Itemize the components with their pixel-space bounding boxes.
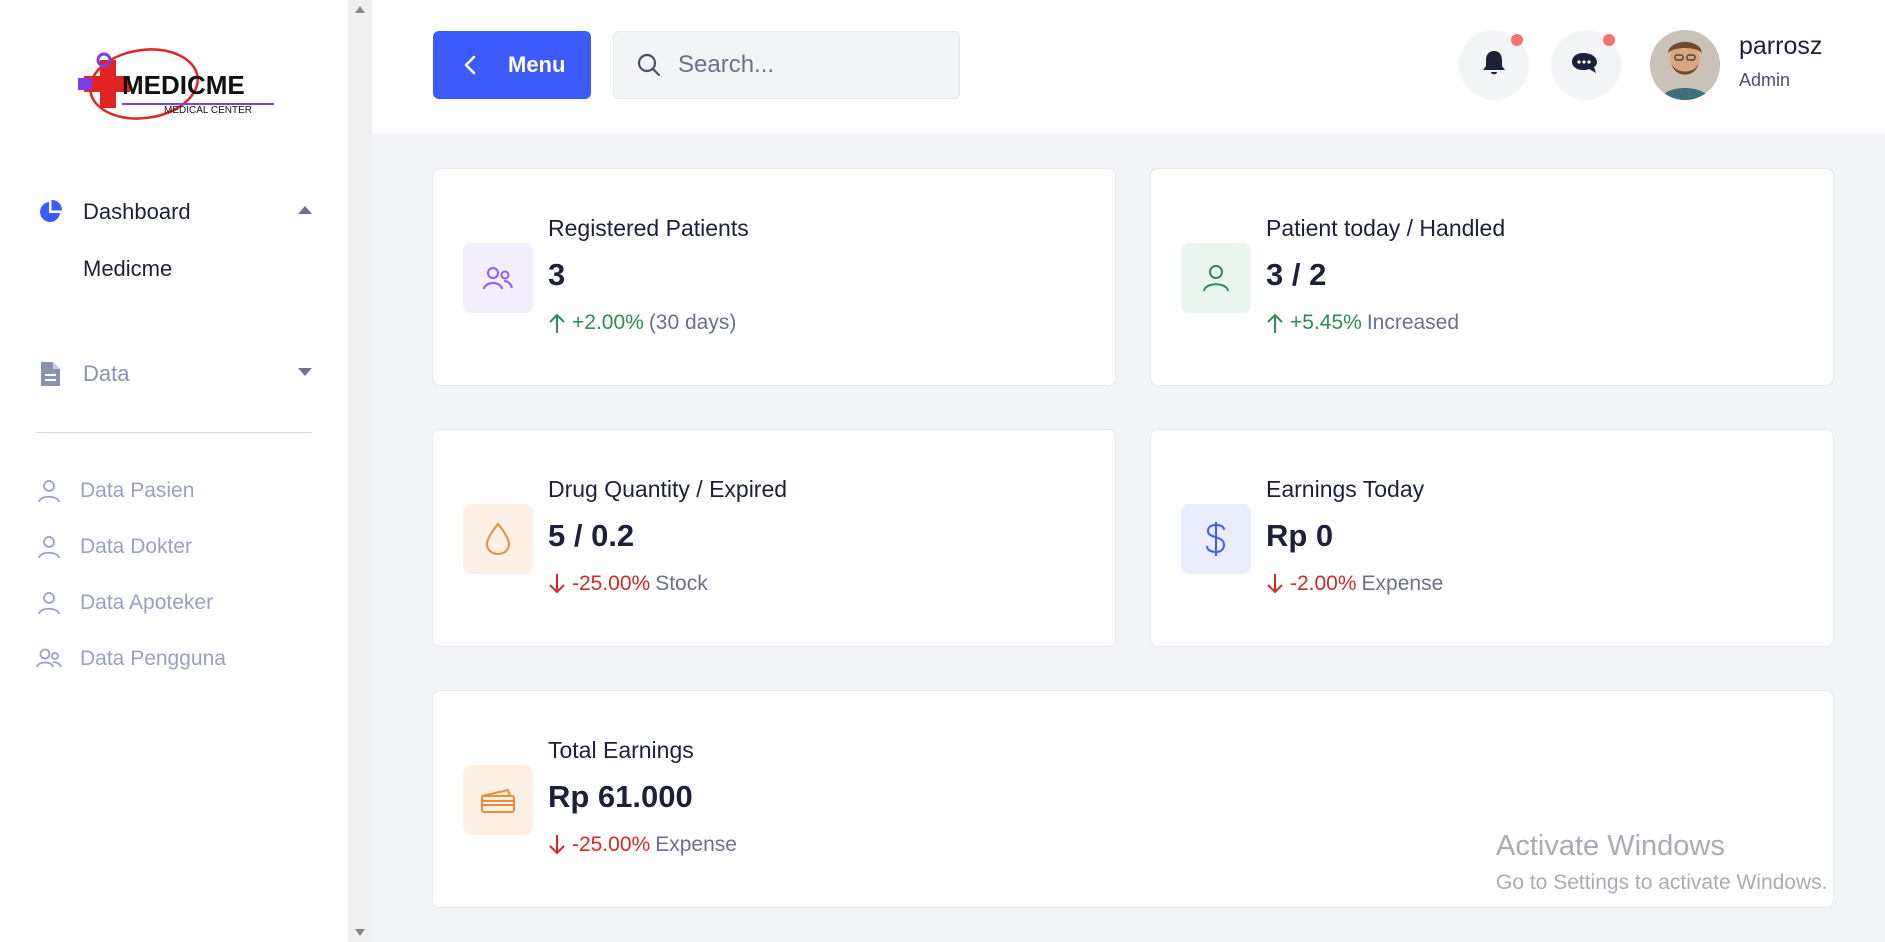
- arrow-down-icon: [548, 834, 568, 856]
- menu-button[interactable]: Menu: [433, 31, 591, 99]
- card-title: Earnings Today: [1266, 476, 1425, 502]
- messages-button[interactable]: [1551, 30, 1621, 100]
- user-icon: [36, 590, 62, 616]
- menu-button-label: Menu: [508, 52, 566, 77]
- card-trend: -25.00% Expense: [548, 833, 737, 857]
- nav-data-label: Data: [83, 361, 130, 386]
- nav-dashboard-label: Dashboard: [83, 199, 191, 224]
- trend-percent: -25.00%: [572, 572, 651, 595]
- nav-item-medicme[interactable]: Medicme: [83, 256, 173, 281]
- sidebar-divider: [36, 432, 312, 433]
- sidebar-item-label: Data Dokter: [80, 535, 193, 558]
- card-title: Drug Quantity / Expired: [548, 476, 788, 502]
- search-box[interactable]: [613, 31, 960, 99]
- arrow-up-icon: [1266, 312, 1286, 334]
- trend-suffix: Stock: [655, 572, 708, 595]
- credit-card-icon: [463, 765, 533, 835]
- scroll-down-arrow-icon[interactable]: [355, 929, 365, 936]
- search-input[interactable]: [678, 51, 938, 79]
- search-icon: [636, 52, 662, 78]
- activate-windows-title: Activate Windows: [1496, 830, 1725, 862]
- sidebar-item-data-apoteker[interactable]: Data Apoteker: [36, 590, 213, 616]
- notifications-button[interactable]: [1459, 30, 1529, 100]
- sidebar-item-label: Data Pengguna: [80, 647, 226, 670]
- card-value: 3: [548, 257, 566, 292]
- sidebar-item-data-pasien[interactable]: Data Pasien: [36, 478, 194, 504]
- card-trend: +5.45% Increased: [1266, 311, 1459, 335]
- caret-up-icon: [298, 206, 312, 214]
- users-icon: [463, 243, 533, 313]
- trend-suffix: (30 days): [648, 311, 737, 334]
- user-role: Admin: [1739, 70, 1791, 90]
- card-trend: +2.00% (30 days): [548, 311, 736, 335]
- chevron-left-icon: [463, 55, 483, 75]
- trend-suffix: Increased: [1366, 311, 1460, 334]
- trend-percent: -25.00%: [572, 833, 651, 856]
- dollar-icon: [1181, 504, 1251, 574]
- card-trend: -25.00% Stock: [548, 572, 708, 596]
- sidebar-item-label: Data Apoteker: [80, 591, 214, 614]
- svg-text:MEDICAL CENTER: MEDICAL CENTER: [164, 105, 252, 116]
- sidebar: MEDICME MEDICAL CENTER Dashboard Medicme…: [0, 0, 348, 942]
- user-icon: [36, 534, 62, 560]
- arrow-down-icon: [548, 573, 568, 595]
- stat-card-earnings-today: Earnings Today Rp 0 -2.00% Expense: [1150, 429, 1834, 647]
- user-icon: [1181, 243, 1251, 313]
- bell-icon: [1481, 49, 1507, 82]
- user-icon: [36, 478, 62, 504]
- document-icon: [36, 360, 64, 388]
- chat-bubbles-icon: [1571, 49, 1601, 82]
- sidebar-item-data-pengguna[interactable]: Data Pengguna: [36, 646, 226, 672]
- stat-card-patient-today: Patient today / Handled 3 / 2 +5.45% Inc…: [1150, 168, 1834, 386]
- stat-card-registered-patients: Registered Patients 3 +2.00% (30 days): [432, 168, 1116, 386]
- trend-percent: +5.45%: [1290, 311, 1362, 334]
- sidebar-item-label: Data Pasien: [80, 479, 195, 502]
- users-icon: [36, 646, 62, 672]
- trend-percent: -2.00%: [1290, 572, 1357, 595]
- medicme-logo[interactable]: MEDICME MEDICAL CENTER: [74, 48, 284, 138]
- arrow-down-icon: [1266, 573, 1286, 595]
- user-name[interactable]: parrosz: [1739, 32, 1823, 60]
- card-value: 3 / 2: [1266, 257, 1327, 292]
- sidebar-item-data-dokter[interactable]: Data Dokter: [36, 534, 192, 560]
- pie-chart-icon: [36, 198, 64, 226]
- card-value: 5 / 0.2: [548, 518, 635, 553]
- activate-windows-subtitle: Go to Settings to activate Windows.: [1496, 871, 1828, 894]
- svg-text:MEDICME: MEDICME: [122, 70, 245, 100]
- card-title: Registered Patients: [548, 215, 749, 241]
- stat-card-drug-quantity: Drug Quantity / Expired 5 / 0.2 -25.00% …: [432, 429, 1116, 647]
- trend-percent: +2.00%: [572, 311, 644, 334]
- notification-dot: [1511, 34, 1523, 46]
- notification-dot: [1603, 34, 1615, 46]
- card-value: Rp 0: [1266, 518, 1334, 553]
- card-value: Rp 61.000: [548, 779, 693, 814]
- card-title: Patient today / Handled: [1266, 215, 1506, 241]
- trend-suffix: Expense: [1361, 572, 1444, 595]
- drop-icon: [463, 504, 533, 574]
- caret-down-icon: [298, 368, 312, 376]
- nav-data[interactable]: Data: [36, 354, 312, 394]
- stat-card-total-earnings: Total Earnings Rp 61.000 -25.00% Expense: [432, 690, 1834, 908]
- card-trend: -2.00% Expense: [1266, 572, 1443, 596]
- nav-dashboard[interactable]: Dashboard: [36, 192, 312, 232]
- scroll-up-arrow-icon[interactable]: [355, 6, 365, 13]
- user-avatar[interactable]: [1650, 30, 1720, 100]
- trend-suffix: Expense: [655, 833, 737, 856]
- arrow-up-icon: [548, 312, 568, 334]
- sidebar-scrollbar[interactable]: [348, 0, 372, 942]
- card-title: Total Earnings: [548, 737, 694, 763]
